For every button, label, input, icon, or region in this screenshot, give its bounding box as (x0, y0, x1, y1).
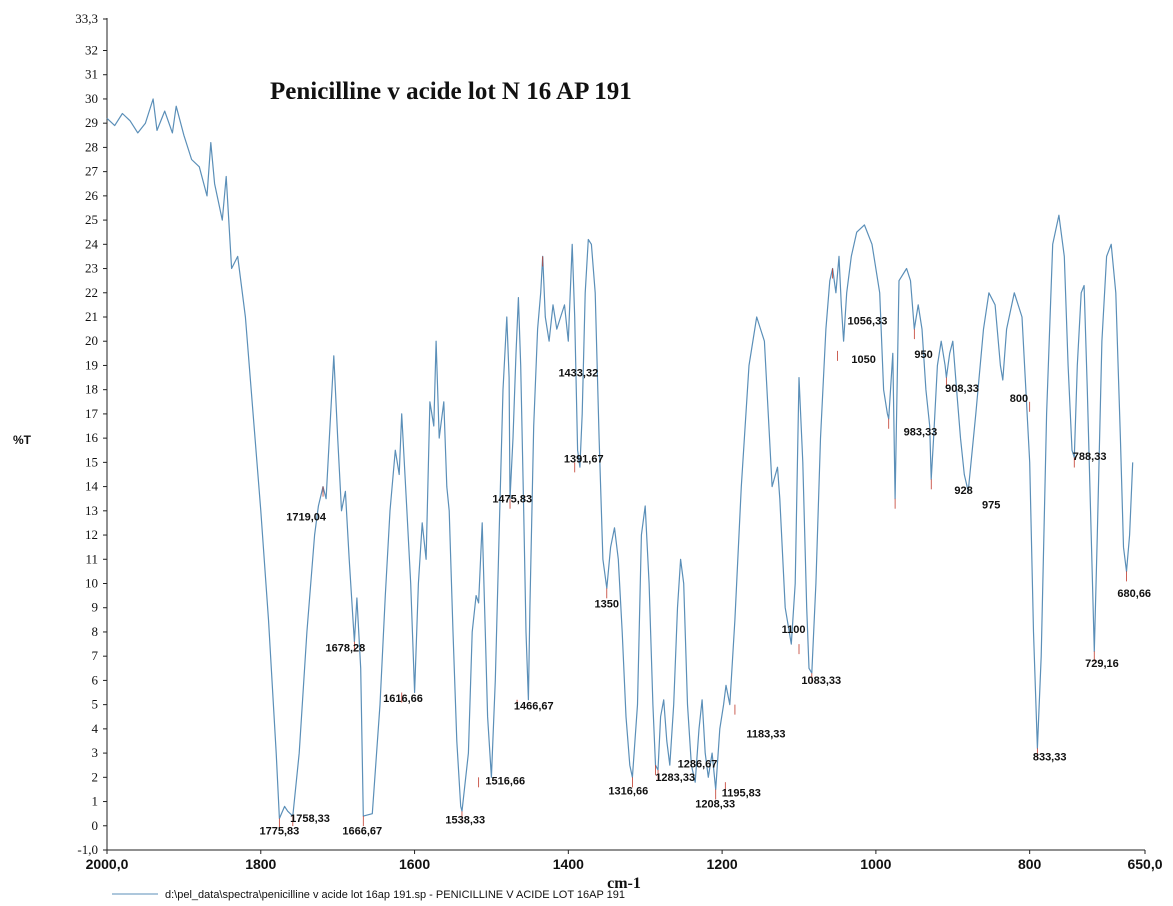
peak-label: 1678,28 (325, 642, 365, 654)
peak-label: 1056,33 (848, 315, 888, 327)
peak-label: 1350 (595, 599, 619, 611)
y-tick-label: 33,3 (75, 11, 98, 26)
peak-label: 680,66 (1117, 588, 1151, 600)
y-tick-label: 13 (85, 503, 98, 518)
x-tick-label: 2000,0 (86, 856, 129, 872)
y-tick-label: 15 (85, 454, 98, 469)
y-tick-label: 6 (92, 672, 99, 687)
peak-label: 975 (982, 499, 1000, 511)
peak-label: 1183,33 (746, 728, 785, 740)
y-tick-label: 5 (92, 697, 99, 712)
peak-label: 1516,66 (485, 776, 525, 788)
y-tick-label: 21 (85, 309, 98, 324)
x-axis-label: cm-1 (607, 875, 641, 892)
y-tick-label: 23 (85, 261, 98, 276)
peak-label: 729,16 (1085, 658, 1119, 670)
peak-label: 1208,33 (695, 799, 735, 811)
axis-ticks: 33,3323130292827262524232221201918171615… (75, 11, 1162, 872)
peak-label: 800 (1010, 393, 1028, 405)
y-tick-label: 31 (85, 67, 98, 82)
peak-label: 1466,67 (514, 700, 554, 712)
x-tick-label: 650,0 (1127, 856, 1162, 872)
y-tick-label: 14 (85, 479, 99, 494)
peak-label: 1283,33 (655, 772, 695, 784)
y-tick-label: 11 (85, 551, 98, 566)
y-tick-label: 8 (92, 624, 99, 639)
peak-label: 1538,33 (445, 814, 485, 826)
y-tick-label: 29 (85, 115, 98, 130)
y-tick-label: 20 (85, 333, 98, 348)
y-tick-label: 10 (85, 575, 98, 590)
peak-label: 1433,32 (558, 367, 598, 379)
y-tick-label: 4 (92, 721, 99, 736)
legend-series-name: d:\pel_data\spectra\penicilline v acide … (165, 889, 625, 901)
legend: d:\pel_data\spectra\penicilline v acide … (112, 889, 625, 901)
x-tick-label: 1600 (399, 856, 430, 872)
y-tick-label: 16 (85, 430, 99, 445)
y-tick-label: 3 (92, 745, 99, 760)
chart-title: Penicilline v acide lot N 16 AP 191 (270, 78, 632, 105)
peak-label: 1391,67 (564, 453, 604, 465)
peak-label: 1775,83 (259, 825, 299, 837)
x-tick-label: 1400 (553, 856, 584, 872)
peak-label: 1195,83 (722, 788, 761, 800)
peak-label: 1758,33 (290, 813, 330, 825)
peak-label: 983,33 (904, 427, 938, 439)
x-tick-label: 1000 (860, 856, 891, 872)
y-tick-label: 27 (85, 164, 99, 179)
y-tick-label: 19 (85, 357, 98, 372)
y-tick-label: 25 (85, 212, 98, 227)
x-tick-label: 1200 (707, 856, 738, 872)
peak-label: 1083,33 (801, 675, 841, 687)
y-tick-label: 12 (85, 527, 98, 542)
peak-label: 908,33 (945, 383, 979, 395)
peak-label: 1666,67 (342, 825, 382, 837)
y-tick-label: 7 (92, 648, 99, 663)
y-tick-label: 17 (85, 406, 99, 421)
peak-label: 1100 (782, 624, 806, 636)
y-tick-label: 22 (85, 285, 98, 300)
y-axis-label: %T (13, 433, 32, 447)
peak-label: 833,33 (1033, 751, 1067, 763)
peak-label: 1616,66 (383, 693, 423, 705)
peak-label: 1050 (851, 354, 875, 366)
x-tick-label: 800 (1018, 856, 1042, 872)
y-tick-label: 18 (85, 382, 98, 397)
series-layer (106, 98, 1134, 820)
y-tick-label: 9 (92, 600, 99, 615)
spectrum-line (106, 98, 1134, 820)
peak-label: 1475,83 (492, 493, 532, 505)
y-tick-label: 30 (85, 91, 98, 106)
y-tick-label: 32 (85, 42, 98, 57)
peak-label: 788,33 (1073, 451, 1107, 463)
y-tick-label: 2 (92, 769, 99, 784)
peak-label: 1316,66 (608, 785, 648, 797)
peak-label: 928 (954, 485, 972, 497)
y-tick-label: 0 (92, 818, 99, 833)
peak-label: 1286,67 (678, 759, 718, 771)
x-tick-label: 1800 (245, 856, 276, 872)
peak-label: 950 (914, 349, 932, 361)
y-tick-label: 1 (92, 794, 99, 809)
peak-label: 1719,04 (286, 512, 327, 524)
y-tick-label: -1,0 (77, 842, 98, 857)
y-tick-label: 28 (85, 139, 98, 154)
y-tick-label: 26 (85, 188, 99, 203)
y-tick-label: 24 (85, 236, 99, 251)
